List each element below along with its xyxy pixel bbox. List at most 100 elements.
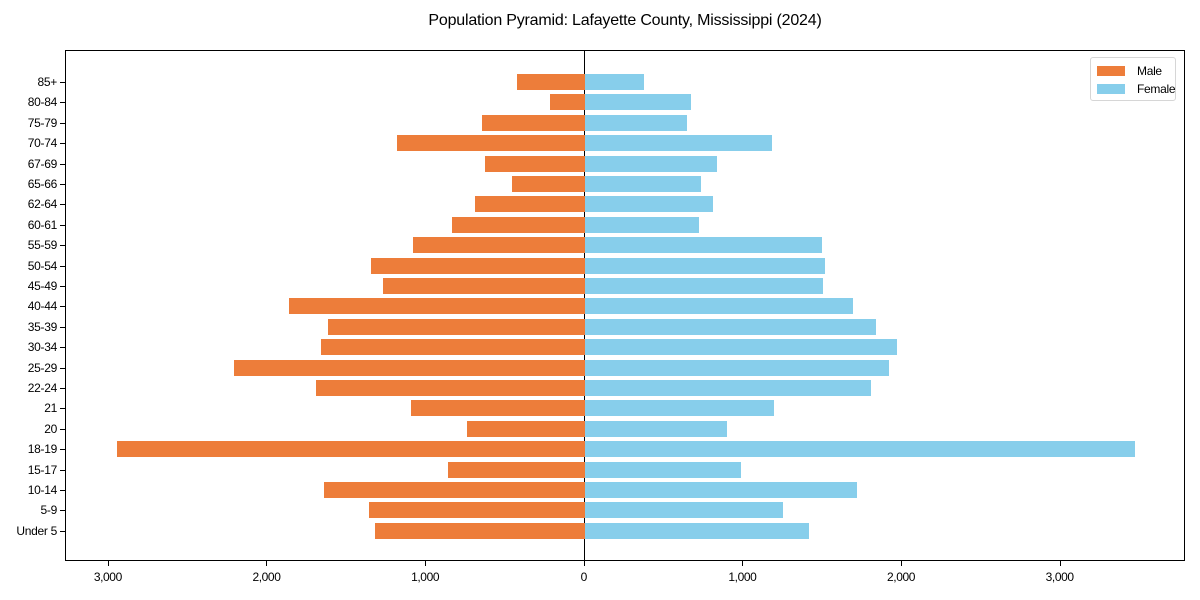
bar-male: [412, 237, 585, 254]
y-tick-label: 75-79: [27, 115, 58, 130]
y-tick: [60, 388, 65, 389]
y-tick-label: 80-84: [27, 95, 58, 110]
y-tick-label: 40-44: [27, 299, 58, 314]
y-tick: [60, 143, 65, 145]
bar-male: [466, 420, 585, 437]
bar-female: [584, 420, 727, 437]
y-tick: [60, 449, 65, 451]
bar-male: [323, 482, 585, 498]
bar-female: [584, 176, 701, 192]
bar-female: [584, 400, 774, 417]
chart-title: Population Pyramid: Lafayette County, Mi…: [428, 12, 822, 29]
y-tick-label: 67-69: [27, 156, 58, 171]
bar-male: [484, 155, 585, 172]
x-tick: [266, 561, 268, 566]
bar-male: [374, 522, 585, 539]
legend-swatch-female: [1097, 84, 1125, 94]
y-tick: [60, 163, 65, 165]
legend-label-female: Female: [1137, 82, 1176, 96]
bar-female: [584, 278, 823, 294]
bar-male: [288, 298, 585, 315]
y-tick: [60, 245, 65, 247]
legend: Male Female: [1090, 57, 1176, 101]
bar-male: [396, 135, 585, 152]
x-tick: [107, 561, 109, 566]
legend-label-male: Male: [1137, 64, 1162, 78]
y-tick-label: 15-17: [27, 462, 58, 477]
bar-female: [584, 196, 713, 213]
y-tick-label: 85+: [37, 75, 58, 89]
bar-male: [410, 400, 585, 417]
bar-female: [584, 94, 691, 111]
y-tick: [60, 530, 65, 532]
y-tick-label: 65-66: [27, 177, 58, 191]
bar-female: [584, 257, 825, 274]
plot-area: [65, 50, 1185, 561]
y-tick: [60, 347, 65, 349]
x-tick: [425, 561, 427, 566]
x-tick-label: 1,000: [728, 570, 757, 584]
y-tick: [60, 490, 65, 491]
bar-female: [584, 359, 889, 376]
bar-male: [368, 502, 585, 519]
bar-female: [584, 74, 644, 90]
bar-female: [584, 339, 897, 356]
bar-male: [447, 461, 585, 478]
y-tick-label: 5-9: [40, 503, 58, 518]
bar-male: [116, 441, 585, 458]
y-tick: [60, 224, 65, 226]
bar-female: [584, 482, 857, 498]
bar-female: [584, 441, 1135, 458]
x-tick-label: 2,000: [887, 570, 916, 584]
legend-swatch-male: [1097, 66, 1125, 76]
y-tick-label: 60-61: [27, 217, 58, 232]
y-tick-label: Under 5: [16, 523, 57, 538]
bar-male: [451, 216, 585, 233]
y-tick: [60, 286, 65, 287]
bar-male: [511, 176, 585, 192]
y-tick: [60, 326, 65, 328]
y-tick: [60, 102, 65, 104]
y-tick: [60, 367, 65, 369]
y-tick-label: 70-74: [27, 136, 58, 151]
bar-male: [382, 278, 585, 294]
y-tick-label: 50-54: [27, 258, 58, 273]
bar-male: [481, 114, 585, 131]
bar-female: [584, 216, 699, 233]
y-tick: [60, 510, 65, 512]
y-tick-label: 30-34: [27, 340, 58, 355]
y-tick-label: 35-39: [27, 319, 58, 334]
bar-female: [584, 502, 783, 519]
y-tick-label: 22-24: [27, 381, 58, 395]
y-tick: [60, 265, 65, 267]
bar-female: [584, 522, 809, 539]
y-tick-label: 10-14: [27, 483, 58, 497]
y-tick: [60, 306, 65, 308]
y-tick: [60, 184, 65, 185]
bar-male: [233, 359, 585, 376]
legend-item-female: Female: [1097, 82, 1176, 96]
y-tick: [60, 428, 65, 430]
y-tick: [60, 82, 65, 83]
bar-female: [584, 135, 772, 152]
bar-female: [584, 155, 717, 172]
y-tick: [60, 469, 65, 471]
bar-female: [584, 318, 876, 335]
y-tick: [60, 408, 65, 410]
x-tick-label: 1,000: [411, 570, 440, 584]
y-tick-label: 25-29: [27, 360, 58, 375]
bar-male: [474, 196, 585, 213]
x-tick-label: 3,000: [93, 570, 122, 584]
bar-male: [370, 257, 585, 274]
bar-male: [327, 318, 585, 335]
x-tick-label: 2,000: [252, 570, 281, 584]
bar-female: [584, 380, 871, 396]
bar-male: [315, 380, 585, 396]
bar-female: [584, 237, 822, 254]
x-tick: [583, 561, 585, 566]
bar-male: [516, 74, 585, 90]
y-tick-label: 20: [44, 421, 57, 436]
x-tick: [1059, 561, 1061, 566]
x-tick-label: 3,000: [1045, 570, 1074, 584]
legend-item-male: Male: [1097, 64, 1162, 78]
